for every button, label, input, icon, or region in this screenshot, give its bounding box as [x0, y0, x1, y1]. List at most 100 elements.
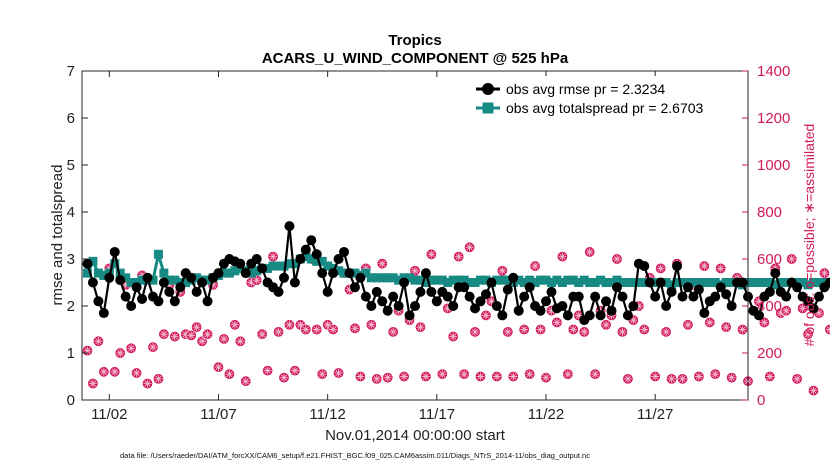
obs-count-marker-star	[667, 374, 676, 383]
obs-count-marker-star	[421, 372, 430, 381]
rmse-point	[628, 301, 639, 311]
obs-count-marker	[458, 368, 470, 380]
totalspread-point	[557, 278, 567, 287]
totalspread-point	[366, 273, 376, 283]
rmse-point	[502, 284, 513, 295]
rmse-point	[306, 235, 317, 246]
rmse-point	[519, 291, 530, 302]
totalspread-point	[301, 252, 311, 262]
totalspread-point	[306, 254, 316, 264]
obs-count-marker-star	[722, 323, 731, 332]
totalspread-point	[323, 261, 333, 271]
obs-count-marker	[567, 323, 579, 335]
obs-count-marker-star	[214, 363, 223, 372]
obs-count-marker	[808, 385, 820, 397]
obs-count-marker-star	[754, 297, 763, 306]
y-axis-left-ticks: 0 1 2 3 4 5 6 7	[67, 63, 88, 409]
rmse-point	[557, 301, 568, 311]
totalspread-point	[82, 268, 92, 278]
obs-count-marker	[398, 370, 410, 382]
obs-count-marker-star	[411, 266, 419, 275]
y-right-tick-label: 1000	[757, 157, 790, 174]
rmse-point	[131, 282, 142, 293]
obs-count-marker-star	[449, 332, 458, 341]
obs-count-marker	[382, 372, 394, 384]
totalspread-point	[514, 275, 524, 285]
rmse-point	[393, 301, 404, 311]
rmse-point	[289, 277, 300, 288]
obs-count-marker	[682, 319, 694, 331]
rmse-point	[186, 272, 197, 283]
obs-count-marker	[158, 328, 170, 340]
totalspread-point	[601, 278, 611, 287]
obs-count-marker	[333, 367, 345, 379]
obs-count-marker	[316, 368, 328, 380]
rmse-point	[109, 246, 120, 257]
totalspread-point	[317, 256, 327, 266]
obs-count-marker-star	[345, 285, 354, 294]
totalspread-point	[339, 268, 349, 278]
totalspread-point	[568, 275, 578, 285]
rmse-point	[371, 286, 382, 297]
obs-count-marker-star	[94, 337, 103, 346]
obs-count-marker	[147, 341, 159, 353]
rmse-point	[470, 303, 481, 314]
totalspread-point	[290, 259, 300, 269]
obs-count-marker	[693, 370, 705, 382]
rmse-point	[677, 291, 688, 302]
obs-count-marker-star	[400, 372, 409, 381]
rmse-point	[339, 246, 350, 257]
obs-count-marker-star	[591, 370, 600, 379]
rmse-point	[808, 303, 819, 314]
obs-count-marker	[562, 368, 574, 380]
rmse-point	[792, 282, 803, 293]
obs-count-marker-star	[181, 330, 190, 339]
obs-count-marker	[436, 368, 448, 380]
obs-count-marker-star	[814, 309, 823, 318]
totalspread-point	[219, 268, 229, 278]
rmse-point	[513, 305, 524, 316]
rmse-point	[104, 272, 115, 283]
obs-count-marker-star	[88, 379, 97, 388]
totalspread-point	[192, 273, 202, 283]
totalspread-point	[459, 275, 469, 285]
obs-count-marker-star	[782, 306, 791, 315]
obs-count-marker-star	[83, 346, 92, 355]
obs-count-marker-star	[154, 374, 163, 383]
obs-count-marker	[169, 331, 181, 343]
obs-count-marker-star	[793, 374, 802, 383]
rmse-point	[541, 296, 552, 307]
totalspread-point	[546, 278, 556, 287]
obs-count-marker	[529, 260, 541, 272]
rmse-point	[573, 291, 584, 302]
totalspread-point	[727, 278, 737, 287]
obs-count-marker	[791, 373, 803, 385]
obs-count-marker-star	[323, 320, 332, 329]
totalspread-point	[481, 275, 491, 285]
rmse-point	[349, 282, 360, 293]
rmse-point	[153, 296, 164, 307]
obs-count-marker-star	[127, 344, 136, 353]
totalspread-point	[596, 275, 606, 285]
obs-count-marker	[556, 251, 568, 263]
totalspread-point	[350, 268, 360, 278]
totalspread-point	[410, 275, 420, 285]
totalspread-point	[274, 261, 284, 271]
rmse-point	[202, 296, 213, 307]
obs-count-marker	[92, 335, 104, 347]
rmse-point	[803, 296, 814, 307]
obs-count-marker-star	[705, 318, 714, 327]
rmse-point	[191, 286, 202, 297]
rmse-point	[377, 296, 388, 307]
rmse-point	[87, 277, 98, 288]
totalspread-point	[246, 268, 256, 278]
obs-count-marker	[234, 335, 246, 347]
totalspread-point	[137, 275, 147, 285]
totalspread-point	[617, 278, 627, 287]
obs-count-marker-star	[361, 264, 370, 273]
totalspread-point	[203, 275, 213, 285]
obs-count-marker-star	[629, 316, 638, 325]
totalspread-point	[110, 259, 120, 269]
rmse-point	[158, 277, 169, 288]
rmse-point	[824, 277, 830, 288]
